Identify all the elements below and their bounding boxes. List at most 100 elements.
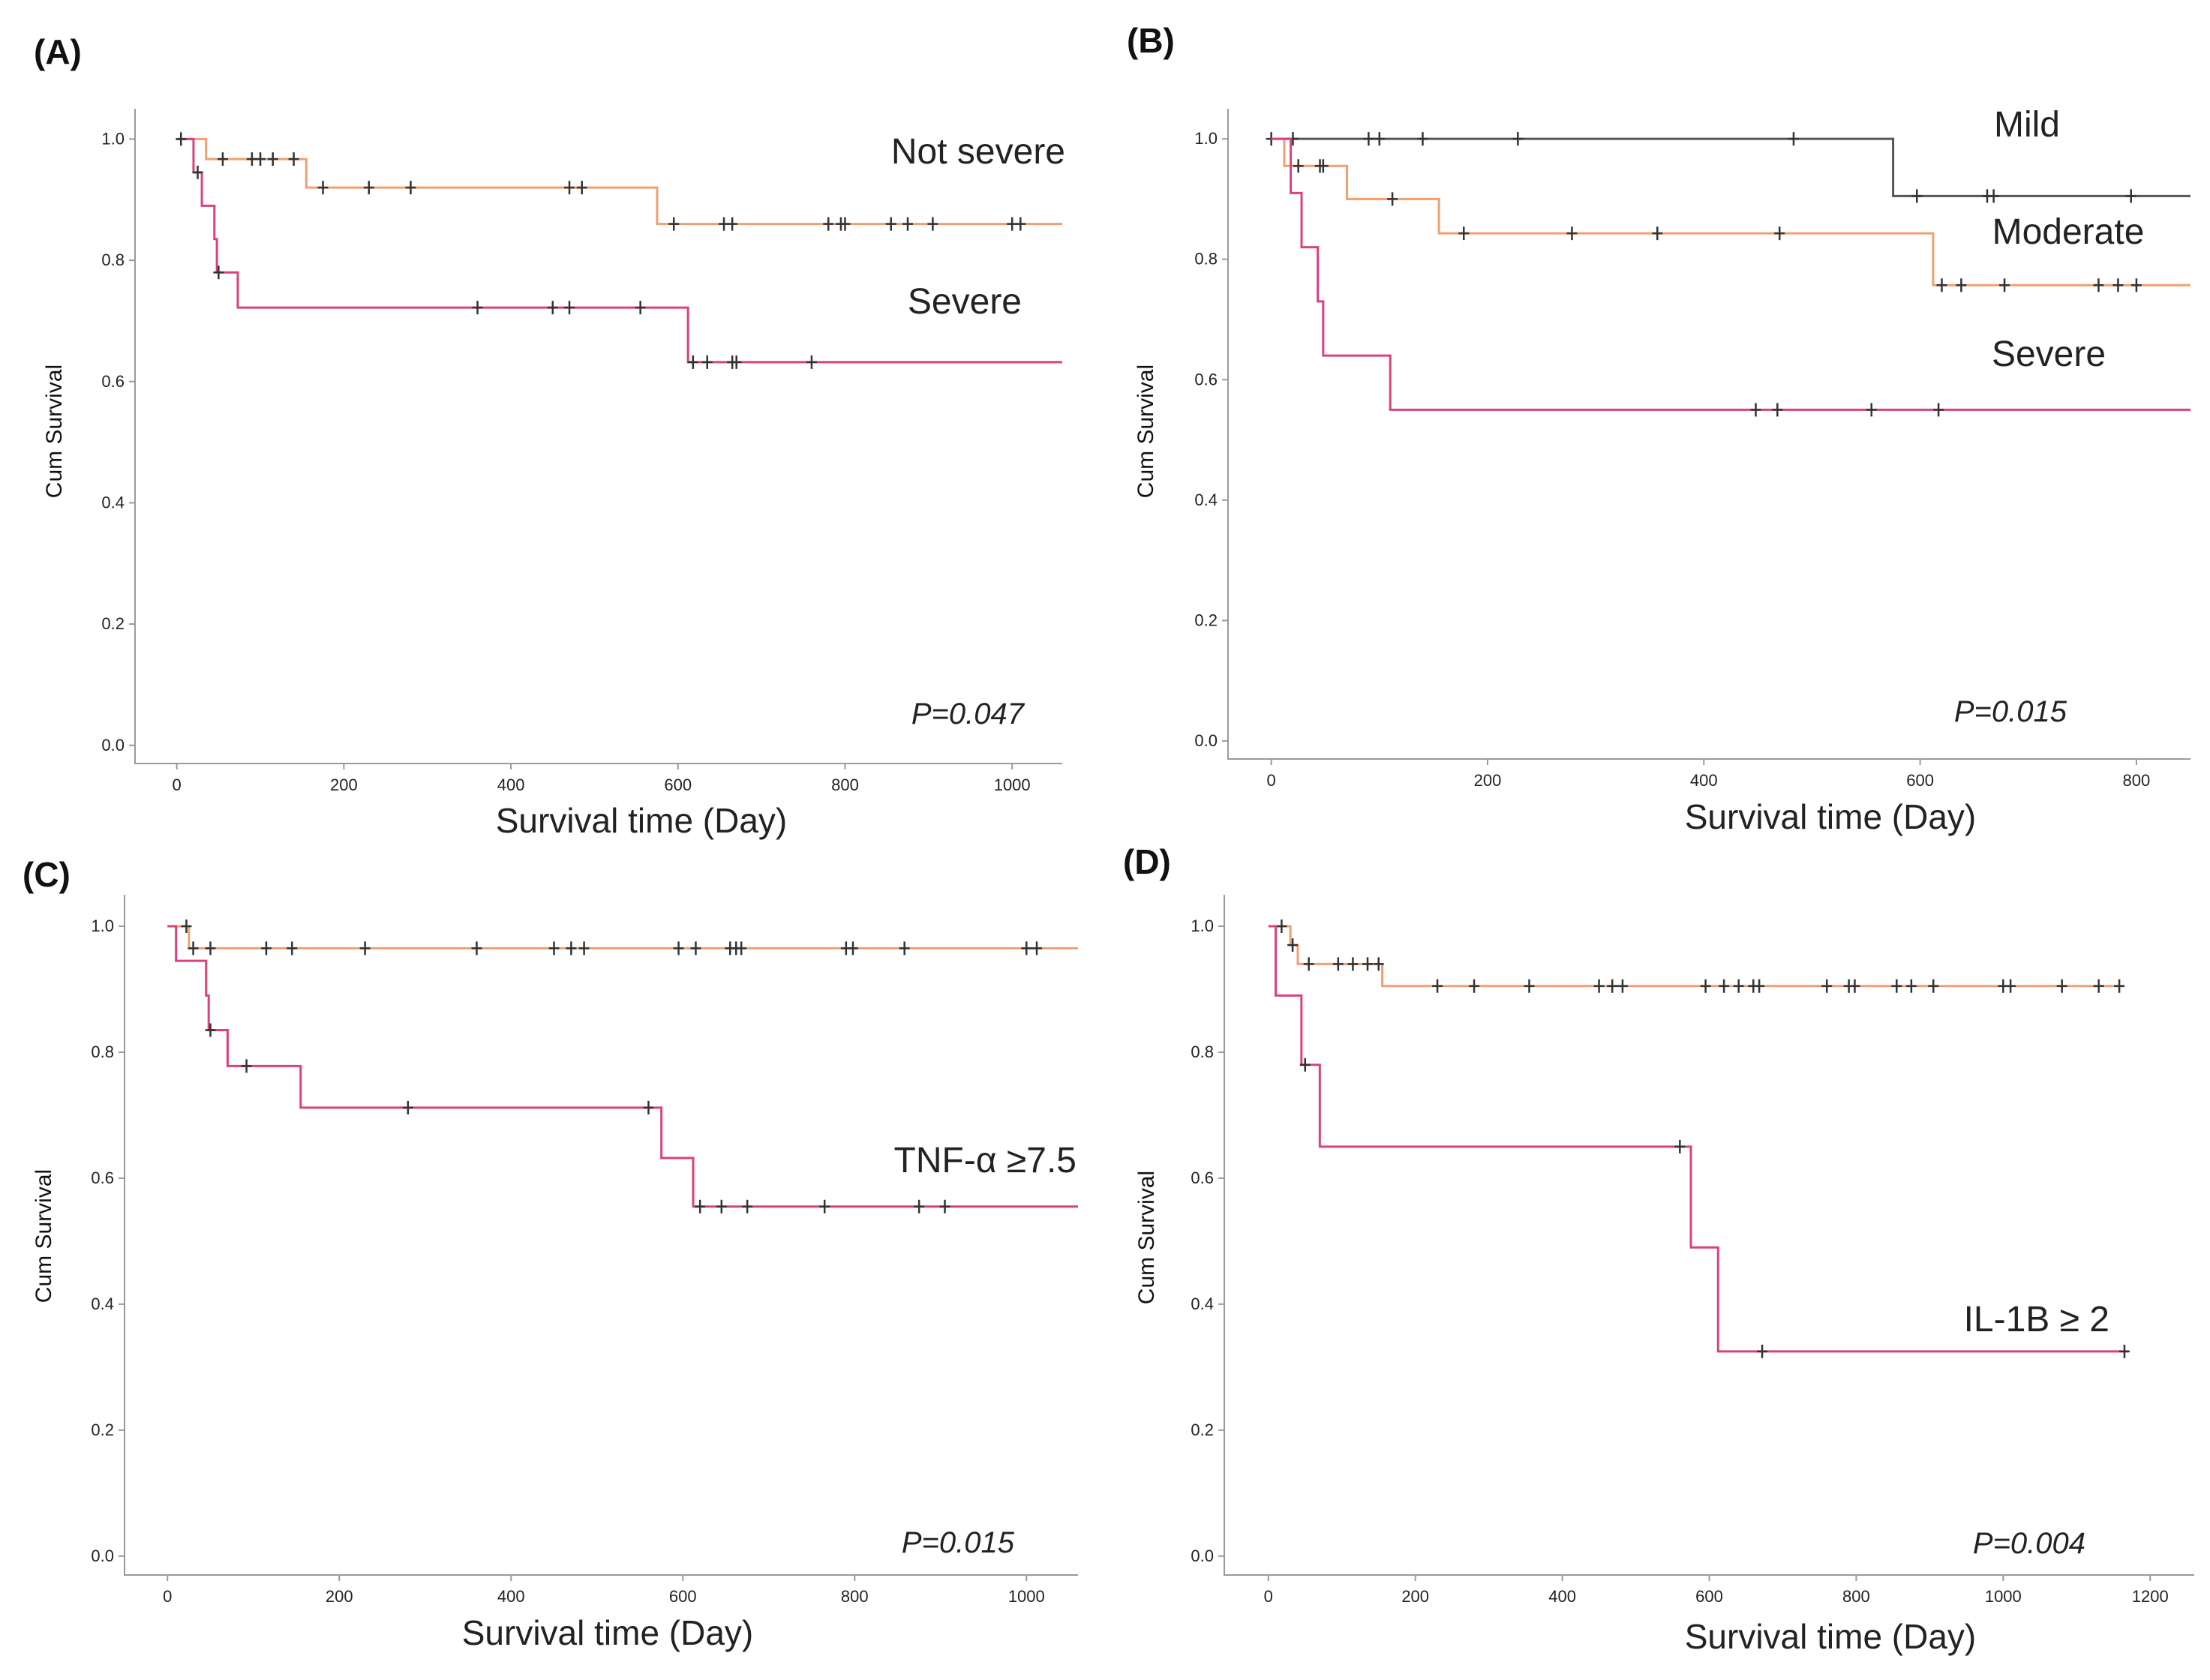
p-value: P=0.047 <box>911 698 1025 730</box>
censor-mark <box>1287 938 1299 952</box>
censor-mark <box>1719 979 1730 993</box>
x-tick-label: 1200 <box>2132 1587 2169 1606</box>
censor-mark <box>1317 159 1329 173</box>
censor-mark <box>213 266 224 280</box>
axis-frame <box>134 109 1062 764</box>
censor-mark <box>695 1199 706 1214</box>
censor-mark <box>217 152 228 166</box>
p-value: P=0.004 <box>1973 1527 2085 1560</box>
x-tick-label: 800 <box>831 776 859 794</box>
y-tick-label: 1.0 <box>101 129 125 148</box>
censor-mark <box>643 1100 654 1114</box>
censor-mark <box>1417 132 1428 146</box>
censor-mark <box>205 941 216 956</box>
censor-mark <box>902 217 913 231</box>
x-tick-label: 0 <box>1264 1587 1273 1606</box>
panel-c: (C) 0.00.20.40.60.81.00 200 400 600 800 1000 … <box>23 855 1078 1652</box>
axes: 0.0 0.2 0.4 0.6 0.8 1.0 0 200 400 600 800 <box>1194 109 2190 790</box>
panel-b: (B) 0.0 0.2 0.4 0.6 0.8 1.0 0 200 400 600 800 Surv… <box>1127 21 2190 836</box>
censor-mark <box>1276 919 1287 933</box>
censor-mark <box>547 301 558 315</box>
censor-mark <box>2112 278 2124 292</box>
p-value: P=0.015 <box>1954 695 2067 728</box>
x-tick-label: 0 <box>1267 771 1276 790</box>
censor-mark <box>181 919 192 933</box>
y-tick-label: 0.4 <box>1191 1294 1214 1313</box>
censor-mark <box>1936 278 1947 292</box>
censor-mark <box>405 181 416 195</box>
y-axis-title: Cum Survival <box>42 364 67 498</box>
y-tick-label: 0.2 <box>1191 1420 1214 1439</box>
y-tick-label: 0.2 <box>1194 610 1218 629</box>
y-tick-label: 0.0 <box>1194 731 1218 750</box>
curves <box>1268 919 2130 1358</box>
censor-mark <box>823 217 834 231</box>
censor-mark <box>564 181 575 195</box>
censor-mark <box>1911 189 1923 203</box>
censor-mark <box>1774 226 1785 241</box>
censor-mark <box>635 301 646 315</box>
censor-mark <box>1362 957 1374 971</box>
censor-mark <box>1928 979 1939 993</box>
x-tick-label: 400 <box>497 1587 525 1606</box>
panel-letter: (D) <box>1123 842 1171 881</box>
censor-mark <box>1866 403 1877 417</box>
x-tick-label: 0 <box>163 1587 172 1606</box>
km-curve <box>176 137 1062 226</box>
censor-mark <box>2118 1344 2130 1358</box>
x-tick-label: 800 <box>841 1587 869 1606</box>
x-axis-title: Survival time (Day) <box>1685 1617 1977 1656</box>
censor-mark <box>2130 278 2142 292</box>
y-tick-label: 1.0 <box>1191 916 1214 935</box>
km-curve <box>1268 925 2128 1353</box>
panel-d: (D) 0.0 0.2 0.4 0.6 0.8 1.0 0 200 400 600 800 1000 1… <box>1123 842 2194 1656</box>
y-tick-label: 0.0 <box>101 736 125 754</box>
censor-mark <box>471 941 482 956</box>
km-curve <box>167 925 1078 1208</box>
series-label: Moderate <box>1992 212 2145 252</box>
x-tick-label: 600 <box>1695 1587 1723 1606</box>
y-tick-label: 0.4 <box>1194 490 1218 509</box>
censor-mark <box>576 181 587 195</box>
series-label: Not severe <box>891 132 1065 172</box>
censor-mark <box>1607 979 1618 993</box>
censor-mark <box>2093 278 2104 292</box>
censor-mark <box>1374 132 1385 146</box>
x-tick-label: 600 <box>664 776 692 794</box>
y-axis-title: Cum Survival <box>1134 1171 1159 1304</box>
censor-mark <box>1988 189 1999 203</box>
censor-mark <box>687 355 698 369</box>
y-tick-label: 0.0 <box>91 1546 114 1565</box>
curves <box>176 132 1062 369</box>
series-label: Severe <box>1992 334 2106 374</box>
series-label: Mild <box>1994 105 2060 145</box>
y-tick-label: 0.2 <box>101 614 125 633</box>
censor-mark <box>1031 941 1043 956</box>
censor-mark <box>1373 957 1384 971</box>
censor-mark <box>1347 957 1359 971</box>
censor-mark <box>317 181 329 195</box>
x-tick-label: 400 <box>1690 771 1718 790</box>
censor-mark <box>1293 159 1304 173</box>
censor-mark <box>1750 403 1761 417</box>
censor-mark <box>1021 941 1032 956</box>
axes: 0.0 0.2 0.4 0.6 0.8 1.0 0 200 400 600 800 1000 <box>101 109 1062 794</box>
censor-mark <box>205 1023 216 1037</box>
censor-mark <box>731 355 742 369</box>
censor-mark <box>819 1199 830 1214</box>
y-tick-label: 0.8 <box>1194 250 1218 268</box>
censor-mark <box>363 181 374 195</box>
censor-mark <box>742 1199 753 1214</box>
axes: 0.0 0.2 0.4 0.6 0.8 1.0 0 200 400 600 800 1000 <box>91 895 1078 1606</box>
censor-mark <box>1754 979 1765 993</box>
censor-mark <box>1757 1344 1768 1358</box>
censor-mark <box>939 1199 950 1214</box>
y-tick-label: 1.0 <box>1194 129 1218 148</box>
censor-mark <box>1674 1139 1686 1154</box>
panel-letter: (A) <box>34 32 82 71</box>
km-curve <box>176 137 1062 364</box>
x-tick-label: 1000 <box>994 776 1031 794</box>
censor-mark <box>255 152 266 166</box>
km-curve <box>1271 137 2190 197</box>
